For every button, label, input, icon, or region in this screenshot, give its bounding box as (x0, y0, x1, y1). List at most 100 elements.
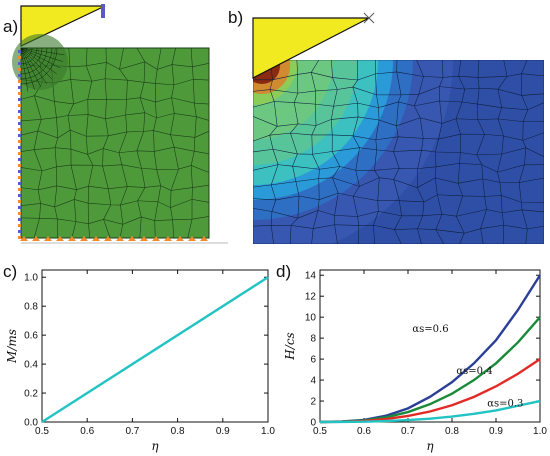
bc-marker (176, 236, 184, 241)
mesh-line (413, 60, 425, 244)
bc-marker (104, 236, 112, 241)
mesh-line (20, 198, 210, 208)
y-tick-label: 0 (310, 418, 316, 429)
y-tick-label: 12 (305, 292, 317, 303)
chart-c: 0.5 0.6 0.7 0.8 0.9 1.0 0.0 0.2 0.4 0.6 0.8 1.0 η M/m… (5, 269, 275, 453)
bottom-boundary-markers (20, 236, 208, 241)
bc-marker (18, 212, 21, 215)
mesh-line (20, 146, 210, 155)
bc-marker (18, 110, 21, 113)
x-tick-label: 0.7 (125, 426, 139, 437)
y-tick-label: 4 (310, 376, 316, 387)
bc-marker (116, 236, 124, 241)
bc-marker (140, 236, 148, 241)
bc-marker (18, 206, 21, 209)
mesh-line (153, 47, 162, 239)
bc-marker (18, 68, 21, 71)
series-annotation: αs=0.4 (456, 366, 492, 377)
mesh-panel-b (252, 12, 544, 244)
bc-marker (68, 236, 76, 241)
bc-marker (18, 80, 21, 83)
bc-marker (18, 164, 21, 167)
mesh-ray (20, 47, 35, 90)
series-line (319, 358, 541, 424)
mesh-panel-a (12, 4, 228, 244)
mesh-line (20, 112, 210, 122)
x-tick-label: 0.7 (401, 426, 415, 437)
bc-marker (164, 236, 172, 241)
x-tick-label: 0.6 (80, 426, 94, 437)
y-axis-label: H/cs (283, 332, 297, 360)
x-axis-label: η (426, 439, 434, 453)
bc-marker (56, 236, 64, 241)
y-tick-label: 0.0 (24, 418, 38, 429)
bc-marker (152, 236, 160, 241)
bc-marker (188, 236, 196, 241)
bc-marker (18, 140, 21, 143)
mesh-ray (20, 47, 57, 75)
bc-marker (18, 188, 21, 191)
bc-marker (18, 56, 21, 59)
indenter-pivot-icon (363, 12, 375, 24)
mesh-ray (20, 47, 65, 56)
mesh-line (85, 47, 94, 239)
bc-marker (32, 236, 40, 241)
bc-marker (18, 176, 21, 179)
bc-marker (18, 98, 21, 101)
bc-marker (18, 194, 21, 197)
bc-marker (18, 146, 21, 149)
mesh-ray (20, 47, 61, 69)
series-line (41, 276, 269, 424)
panel-label-d: d) (276, 262, 292, 281)
y-tick-label: 10 (305, 313, 317, 324)
y-tick-label: 0.4 (24, 360, 38, 371)
y-tick-label: 0.8 (24, 302, 38, 313)
mesh-line (170, 47, 179, 239)
y-tick-label: 6 (310, 355, 316, 366)
mesh-line (136, 47, 146, 239)
mesh-line (331, 60, 341, 244)
mesh-line (67, 47, 77, 239)
bc-marker (18, 74, 21, 77)
series-annotation: αs=0.6 (412, 324, 448, 335)
bc-marker (18, 218, 21, 221)
x-tick-label: 0.9 (216, 426, 230, 437)
mesh-line (352, 60, 360, 244)
bc-marker (18, 92, 21, 95)
mesh-line (434, 60, 445, 244)
mesh-line (373, 60, 380, 244)
mesh-line (455, 60, 466, 244)
panel-label-a: a) (3, 17, 19, 36)
y-axis-label: M/ms (5, 329, 19, 364)
y-tick-label: 0.2 (24, 389, 38, 400)
mesh-line (20, 216, 210, 225)
bc-marker (18, 134, 21, 137)
bc-marker (200, 236, 208, 241)
mesh-line (20, 184, 210, 191)
bc-marker (92, 236, 100, 241)
bc-marker (18, 128, 21, 131)
bc-marker (80, 236, 88, 241)
mesh-line (102, 47, 112, 239)
mesh-line (497, 60, 508, 244)
mesh-line (187, 47, 197, 239)
mesh-ray (20, 47, 48, 84)
indenter-support-icon (101, 4, 105, 18)
mesh-ray (20, 47, 53, 80)
panel-label-b: b) (228, 8, 244, 27)
bc-marker (18, 158, 21, 161)
mesh-line (118, 47, 128, 239)
x-tick-label: 0.9 (489, 426, 503, 437)
bc-marker (18, 170, 21, 173)
mesh-line (20, 164, 210, 173)
bc-marker (18, 200, 21, 203)
mesh-ray (20, 47, 42, 88)
y-tick-label: 1.0 (24, 273, 38, 284)
mesh-line (20, 95, 210, 105)
mesh-line (476, 60, 487, 244)
bc-marker (18, 50, 21, 53)
mesh-line (20, 129, 210, 139)
x-tick-label: 0.6 (357, 426, 371, 437)
bc-marker (18, 122, 21, 125)
